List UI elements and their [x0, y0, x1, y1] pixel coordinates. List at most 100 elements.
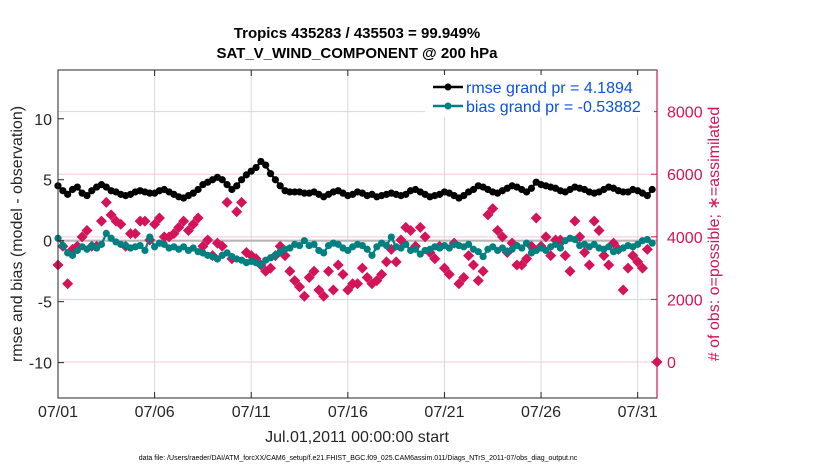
obs-count-marker	[521, 253, 533, 265]
obs-count-marker	[236, 196, 248, 208]
obs-count-marker	[245, 250, 257, 262]
obs-count-marker	[332, 259, 344, 271]
rmse-point	[233, 182, 241, 190]
obs-count-marker	[284, 265, 296, 277]
obs-count-marker	[390, 256, 402, 268]
rmse-point	[64, 190, 72, 198]
rmse-point	[237, 176, 246, 184]
obs-count-marker	[463, 250, 475, 262]
y-tick-label-left: 0	[43, 234, 52, 251]
obs-count-marker	[337, 268, 349, 280]
bias-point	[518, 244, 526, 252]
obs-count-marker	[308, 265, 320, 277]
obs-count-marker	[178, 215, 190, 227]
y-axis-label-right: # of obs: o=possible; ∗=assimilated	[706, 107, 723, 361]
y-tick-label-right: 0	[667, 355, 676, 372]
obs-count-marker	[376, 268, 388, 280]
obs-count-marker	[419, 231, 431, 243]
obs-count-marker	[593, 225, 605, 237]
obs-count-marker	[168, 228, 180, 240]
obs-count-marker	[482, 209, 494, 221]
obs-count-marker	[617, 284, 629, 296]
obs-count-marker	[298, 290, 310, 302]
obs-count-marker	[627, 250, 639, 262]
bias-point	[368, 251, 376, 259]
legend-box	[425, 75, 654, 117]
rmse-point	[223, 181, 231, 189]
obs-count-marker	[342, 284, 354, 296]
y-tick-label-right: 8000	[667, 105, 703, 122]
obs-count-marker	[192, 212, 204, 224]
bias-point	[479, 252, 487, 261]
rmse-point	[527, 184, 536, 192]
bias-point	[474, 248, 482, 256]
obs-count-marker	[318, 290, 330, 302]
obs-count-marker	[641, 243, 653, 255]
obs-count-marker	[453, 278, 465, 290]
obs-count-marker	[371, 275, 383, 287]
x-tick-label: 07/16	[328, 404, 368, 421]
bias-point	[605, 243, 613, 251]
legend-bias-marker	[444, 102, 452, 110]
obs-count-marker	[95, 215, 107, 227]
obs-count-marker	[352, 278, 363, 290]
rmse-point	[271, 176, 279, 184]
bias-point	[59, 241, 67, 250]
obs-count-marker	[487, 203, 499, 215]
y-tick-label-left: -10	[29, 356, 52, 373]
bias-point	[382, 241, 391, 250]
x-tick-label: 07/26	[521, 404, 561, 421]
obs-count-marker	[637, 262, 649, 274]
legend-rmse-label: rmse grand pr = 4.1894	[466, 80, 633, 97]
bias-point	[141, 246, 149, 255]
rmse-point	[252, 163, 260, 172]
obs-count-marker	[115, 218, 127, 230]
y-tick-label-left: -5	[38, 295, 52, 312]
obs-count-marker	[303, 272, 315, 284]
y-axis-label-left: rmse and bias (model - observation)	[9, 106, 26, 362]
obs-count-marker	[472, 275, 484, 287]
rmse-point	[276, 182, 284, 190]
obs-count-marker	[129, 228, 141, 240]
obs-count-marker	[583, 259, 595, 271]
obs-count-marker	[202, 234, 214, 246]
obs-count-marker	[62, 278, 74, 290]
bias-point	[320, 249, 328, 257]
rmse-point	[262, 161, 270, 169]
bias-point	[556, 244, 564, 252]
legend-bias-label: bias grand pr = -0.53882	[466, 99, 641, 116]
bias-point	[68, 251, 77, 259]
obs-count-marker	[458, 272, 470, 284]
bias-point	[648, 239, 656, 247]
obs-count-marker	[405, 225, 417, 237]
obs-count-marker	[76, 231, 88, 243]
chart-title-line1: Tropics 435283 / 435503 = 99.949%	[234, 25, 480, 42]
obs-count-marker	[100, 196, 112, 208]
obs-count-marker	[182, 225, 194, 237]
obs-count-marker	[294, 281, 306, 293]
bias-point	[102, 229, 110, 237]
bias-point	[295, 241, 304, 250]
y-tick-label-left: 10	[34, 112, 52, 129]
obs-count-marker	[622, 262, 634, 274]
obs-count-marker	[105, 209, 117, 221]
obs-count-marker	[265, 262, 277, 274]
x-axis-label: Jul.01,2011 00:00:00 start	[265, 429, 449, 446]
bias-point	[402, 240, 410, 248]
bias-point	[363, 245, 371, 253]
rmse-point	[648, 185, 656, 194]
bias-point	[522, 239, 531, 247]
rmse-point	[194, 185, 202, 194]
obs-count-marker	[313, 284, 325, 296]
obs-count-marker	[356, 262, 368, 274]
rmse-point	[643, 191, 651, 200]
y-tick-label-left: 5	[43, 173, 52, 190]
obs-count-marker	[380, 256, 392, 268]
y-tick-label-right: 6000	[667, 167, 703, 184]
bias-point	[257, 261, 265, 269]
obs-count-marker	[438, 262, 450, 274]
bias-point	[387, 233, 395, 241]
bias-point	[146, 233, 154, 241]
obs-count-marker	[139, 215, 151, 227]
obs-count-marker	[443, 268, 455, 280]
